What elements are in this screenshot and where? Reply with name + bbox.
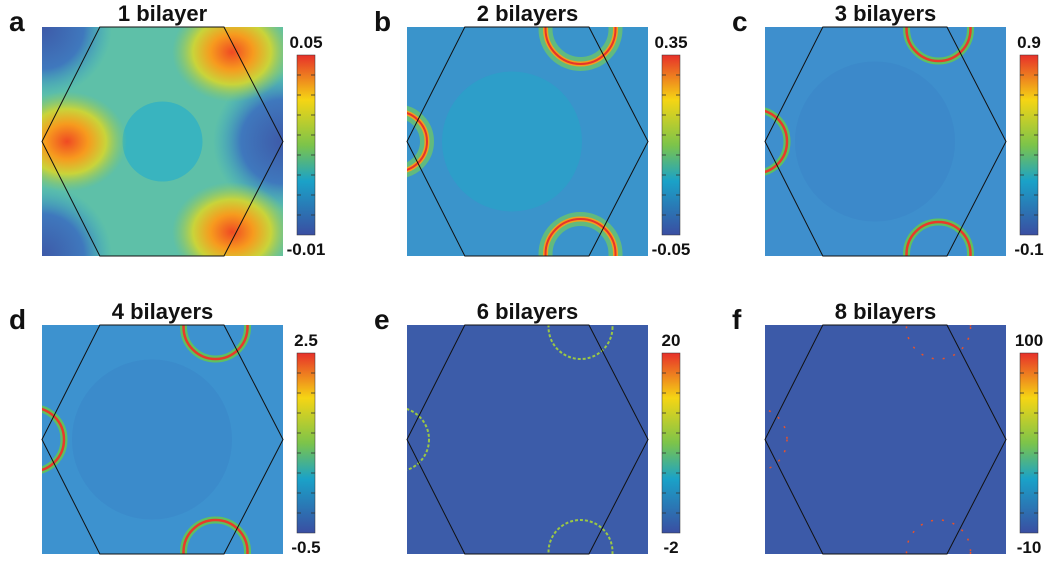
colorbar-max: 2.5 — [294, 331, 318, 350]
colorbar-min: -0.1 — [1014, 240, 1043, 259]
heatmap — [407, 27, 648, 256]
colorbar — [661, 352, 681, 534]
colorbar — [1019, 352, 1039, 534]
ring — [547, 519, 614, 554]
colorbar — [1019, 54, 1039, 236]
ring-core — [544, 27, 617, 65]
panel-letter: b — [374, 6, 391, 37]
brillouin-zone — [406, 324, 649, 555]
center-region — [795, 61, 955, 222]
colorbar — [296, 54, 316, 236]
brillouin-zone — [764, 26, 1007, 257]
colorbar-max: 20 — [662, 331, 681, 350]
heatmap — [42, 27, 283, 256]
cool-region — [42, 27, 112, 97]
brillouin-zone — [41, 324, 284, 555]
ring-core — [905, 27, 972, 63]
panel: b 2 bilayers 0.35 -0.05 — [374, 1, 691, 259]
center-region — [442, 71, 582, 212]
hot-region — [42, 91, 127, 192]
ring — [905, 325, 972, 360]
colorbar-max: 0.9 — [1017, 33, 1041, 52]
cool-region — [42, 186, 112, 256]
panel-title: 1 bilayer — [118, 1, 208, 26]
cool-region — [122, 101, 203, 182]
brillouin-zone — [41, 26, 284, 257]
ring-core — [407, 112, 428, 171]
panel-title: 4 bilayers — [112, 299, 214, 324]
colorbar-min: -0.5 — [291, 538, 320, 557]
heatmap — [42, 325, 283, 554]
colorbar-min: -2 — [663, 538, 678, 557]
panel-title: 6 bilayers — [477, 299, 579, 324]
center-region — [72, 359, 232, 520]
ring — [547, 325, 614, 360]
ring-core — [765, 109, 789, 174]
panel-letter: f — [732, 304, 742, 335]
colorbar-max: 0.35 — [654, 33, 687, 52]
ring-core — [182, 325, 249, 361]
panel-title: 2 bilayers — [477, 1, 579, 26]
heatmap-bg — [765, 325, 1006, 554]
colorbar-max: 100 — [1015, 331, 1043, 350]
colorbar-min: -0.01 — [287, 240, 326, 259]
ring — [905, 519, 972, 554]
panel: a 1 bilayer 0.05 -0.01 — [9, 1, 326, 259]
colorbar-max: 0.05 — [289, 33, 322, 52]
panel-title: 3 bilayers — [835, 1, 937, 26]
brillouin-zone — [764, 324, 1007, 555]
ring-core — [905, 220, 972, 256]
ring-core — [42, 407, 66, 472]
colorbar — [661, 54, 681, 236]
panel: f 8 bilayers 100 -10 — [732, 299, 1043, 557]
heatmap — [765, 325, 1006, 554]
hot-region — [172, 27, 283, 102]
brillouin-zone — [406, 26, 649, 257]
colorbar — [296, 352, 316, 534]
ring-core — [182, 518, 249, 554]
ring — [765, 408, 788, 471]
colorbar-min: -10 — [1017, 538, 1042, 557]
colorbar-min: -0.05 — [652, 240, 691, 259]
ring — [407, 408, 430, 471]
ring-core — [544, 218, 617, 256]
heatmap-bg — [407, 325, 648, 554]
heatmap — [765, 27, 1006, 256]
panel-letter: d — [9, 304, 26, 335]
panel-title: 8 bilayers — [835, 299, 937, 324]
hot-region — [172, 182, 283, 256]
panel-letter: e — [374, 304, 390, 335]
panel: e 6 bilayers 20 -2 — [374, 299, 681, 557]
panel-letter: a — [9, 6, 25, 37]
panel: c 3 bilayers 0.9 -0.1 — [732, 1, 1044, 259]
panel: d 4 bilayers 2.5 -0.5 — [9, 299, 321, 557]
panel-letter: c — [732, 6, 748, 37]
heatmap — [407, 325, 648, 554]
